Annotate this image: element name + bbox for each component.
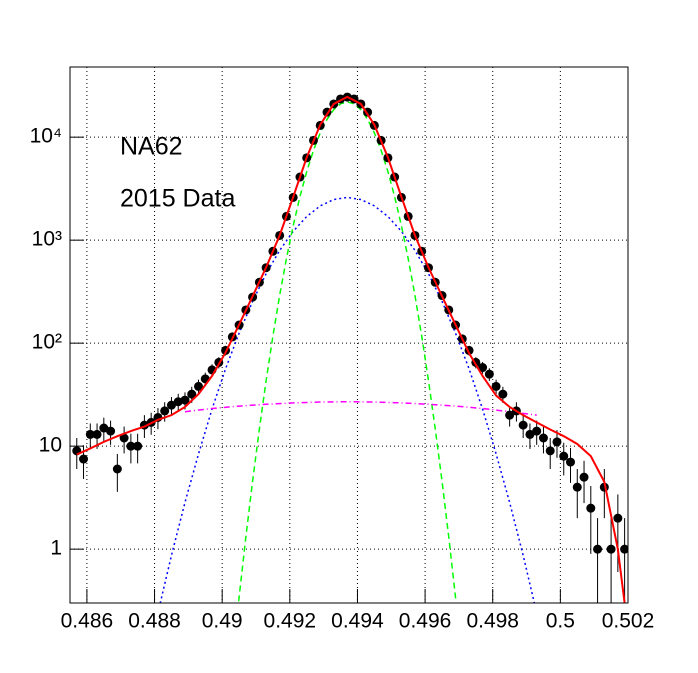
x-tick-label: 0.496	[399, 610, 452, 633]
annotation: NA62	[120, 133, 183, 161]
annotation: 2015 Data	[120, 185, 235, 213]
frame	[69, 66, 629, 604]
data-point	[491, 381, 501, 391]
x-tick-label: 0.494	[331, 610, 384, 633]
y-tick-label: 10	[39, 434, 62, 457]
data-point	[518, 420, 528, 430]
fit-curve	[76, 95, 626, 603]
y-tick-label: 1	[50, 537, 62, 560]
data-point	[566, 457, 576, 467]
y-tick-label: 10²	[32, 331, 62, 354]
data-point	[579, 472, 589, 482]
data-point	[173, 397, 183, 407]
data-point	[613, 513, 623, 523]
data-point	[586, 503, 596, 513]
data-point	[620, 544, 628, 554]
x-tick-label: 0.488	[128, 610, 181, 633]
data-point	[106, 426, 116, 436]
data-point	[112, 464, 122, 474]
data-point	[79, 454, 89, 464]
x-tick-label: 0.492	[264, 610, 317, 633]
data-point	[160, 406, 170, 416]
data-point	[484, 369, 494, 379]
plot-area	[72, 92, 628, 603]
data-point	[92, 429, 102, 439]
x-tick-label: 0.5	[546, 610, 575, 633]
data-point	[572, 482, 582, 492]
data-point	[498, 389, 508, 399]
grid	[70, 67, 629, 603]
y-tick-label: 10³	[32, 228, 62, 251]
data-point	[99, 423, 109, 433]
data-point	[525, 429, 535, 439]
data-point	[187, 389, 197, 399]
y-tick-label: 10⁴	[30, 125, 62, 148]
data-point	[532, 426, 542, 436]
fit-curve	[237, 101, 457, 603]
data-point	[133, 441, 143, 451]
data-point	[180, 395, 190, 405]
data-point	[119, 433, 129, 443]
x-tick-label: 0.498	[466, 610, 519, 633]
data-point	[606, 544, 616, 554]
data-point	[194, 381, 204, 391]
data-point	[126, 441, 136, 451]
x-tick-label: 0.502	[602, 610, 655, 633]
data-point	[593, 544, 603, 554]
axes: 0.486 0.488 0.49 0.492 0.494 0.496 0.498 0.5 0.5…	[30, 125, 655, 633]
data-point	[85, 429, 95, 439]
data-point	[166, 400, 176, 410]
data-point	[538, 433, 548, 443]
data-point	[478, 363, 488, 373]
data-point	[559, 451, 569, 461]
data-point	[505, 410, 515, 420]
data-point	[552, 437, 562, 447]
data-point	[545, 446, 555, 456]
x-tick-label: 0.486	[61, 610, 114, 633]
x-tick-label: 0.49	[202, 610, 243, 633]
